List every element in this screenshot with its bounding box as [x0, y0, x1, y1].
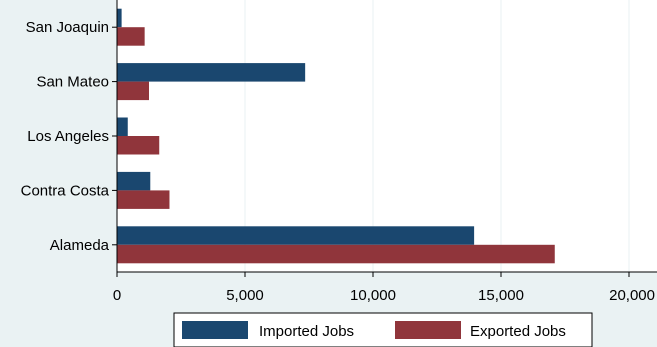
y-axis-category-labels: San Joaquin San Mateo Los Angeles Contra Co…	[21, 19, 117, 254]
bar-imported-3	[117, 171, 151, 191]
bar-imported-2	[117, 117, 128, 136]
x-tick-label: 0	[113, 287, 121, 304]
legend: Imported Jobs Exported Jobs	[173, 312, 593, 347]
bar-exported-3	[117, 190, 170, 209]
x-tick-label: 15,000	[478, 287, 524, 304]
legend-label-imported: Imported Jobs	[259, 323, 354, 340]
bar-exported-4	[117, 244, 555, 264]
x-tick-label: 10,000	[350, 287, 396, 304]
x-axis-ticks: 0 5,000 10,000 15,000 20,000	[113, 272, 655, 304]
bars	[117, 8, 555, 264]
bar-imported-0	[117, 8, 122, 28]
y-category-label: Alameda	[50, 237, 110, 254]
legend-label-exported: Exported Jobs	[470, 323, 566, 340]
legend-swatch-imported	[182, 321, 248, 339]
bar-exported-0	[117, 27, 145, 46]
bar-exported-1	[117, 81, 149, 101]
bar-imported-1	[117, 63, 306, 82]
y-category-label: San Joaquin	[26, 19, 109, 36]
x-tick-label: 5,000	[226, 287, 264, 304]
y-category-label: Los Angeles	[27, 128, 109, 145]
bar-imported-4	[117, 226, 475, 245]
legend-swatch-exported	[395, 321, 461, 339]
bar-exported-2	[117, 136, 160, 155]
y-category-label: Contra Costa	[21, 182, 110, 199]
x-tick-label: 20,000	[609, 287, 655, 304]
y-category-label: San Mateo	[36, 74, 109, 91]
